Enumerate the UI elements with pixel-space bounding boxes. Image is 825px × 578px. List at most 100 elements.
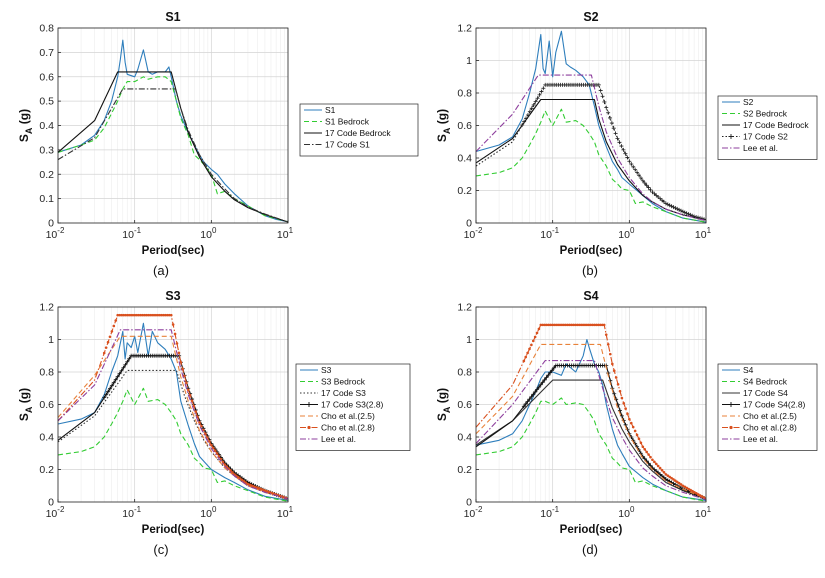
legend-label: 17 Code S2 [743, 132, 788, 142]
y-tick-label: 1.2 [39, 302, 54, 314]
data-point [618, 389, 622, 393]
x-tick-label: 100 [618, 505, 635, 520]
data-point [613, 131, 618, 136]
x-axis-label: Period(sec) [142, 524, 205, 536]
data-point [137, 313, 141, 317]
y-tick-label: 0.2 [39, 464, 54, 476]
data-point [679, 208, 684, 213]
legend-entry: Cho et al.(2.8) [722, 423, 797, 433]
data-point [602, 99, 607, 104]
data-point [667, 203, 672, 208]
data-point [611, 362, 614, 366]
data-point [629, 162, 634, 167]
y-tick-label: 0.4 [39, 120, 54, 132]
legend-box [299, 103, 419, 157]
data-point [607, 115, 612, 120]
legend-label: 17 Code S4(2.8) [743, 400, 806, 410]
data-point [568, 323, 571, 327]
data-point [604, 105, 609, 110]
data-point [596, 82, 601, 87]
y-tick-label: 0.2 [39, 169, 54, 181]
y-tick-label: 1.2 [457, 23, 472, 35]
legend-label: Cho et al.(2.5) [321, 411, 375, 421]
data-point [691, 489, 694, 493]
data-point [550, 368, 555, 373]
data-point [554, 323, 558, 327]
legend-label: 17 Code Bedrock [743, 120, 809, 130]
data-point [647, 453, 650, 456]
y-tick-label: 1 [48, 334, 54, 346]
data-point [526, 351, 529, 355]
data-point [693, 490, 696, 494]
data-point [651, 458, 654, 462]
data-point [221, 460, 225, 464]
data-point [531, 339, 535, 343]
legend-entry: 17 Code S1 [304, 140, 370, 150]
legend-label: Lee et al. [743, 434, 778, 444]
data-point [118, 313, 121, 317]
data-point [525, 112, 530, 117]
legend-label: S3 [321, 365, 332, 375]
chart-title: S3 [165, 289, 180, 303]
data-point [154, 313, 158, 317]
y-tick-label: 1 [466, 55, 472, 67]
data-point [112, 324, 116, 328]
y-axis-label: SA (g) [435, 109, 452, 142]
data-point [642, 181, 647, 186]
data-point [623, 151, 628, 156]
data-point [204, 432, 207, 436]
data-point [670, 476, 673, 480]
y-tick-label: 0 [466, 218, 472, 230]
data-point [148, 313, 152, 317]
data-point [570, 323, 573, 327]
data-point [215, 452, 219, 455]
data-point [528, 347, 531, 351]
series-5 [475, 323, 707, 500]
series-line [57, 322, 289, 501]
data-point [533, 335, 537, 339]
data-point [158, 313, 162, 317]
data-point [692, 214, 697, 219]
y-tick-label: 0.8 [39, 23, 54, 35]
data-point [173, 332, 177, 336]
data-point [527, 397, 532, 402]
y-tick-label: 0.7 [39, 47, 54, 59]
data-point [169, 313, 173, 317]
data-point [617, 408, 622, 413]
data-point [629, 421, 633, 425]
data-point [150, 313, 154, 317]
data-point [624, 407, 627, 410]
data-point [608, 352, 612, 356]
data-point [145, 313, 148, 317]
data-point [662, 470, 666, 474]
data-point [166, 313, 169, 317]
data-point [543, 323, 546, 327]
data-point [210, 443, 213, 447]
legend-entry: S2 Bedrock [722, 109, 788, 119]
x-tick-label: 101 [277, 226, 294, 241]
x-tick-label: 10-1 [540, 226, 559, 241]
legend-label: S1 [325, 105, 336, 115]
data-point [115, 374, 120, 379]
data-point [523, 401, 528, 406]
data-point [645, 450, 648, 454]
data-point [139, 313, 142, 317]
data-point [542, 377, 547, 382]
data-point [106, 389, 111, 394]
data-point [531, 102, 536, 107]
data-point [614, 376, 618, 379]
y-tick-label: 1 [466, 334, 472, 346]
data-point [626, 412, 629, 416]
data-point [539, 323, 543, 327]
data-point [198, 421, 201, 424]
data-point [177, 351, 181, 355]
data-point [700, 495, 704, 498]
data-point [160, 313, 163, 317]
data-point [566, 323, 569, 327]
data-point [562, 323, 566, 327]
series-3 [475, 82, 707, 222]
data-point [673, 206, 678, 211]
y-tick-label: 0.8 [457, 88, 472, 100]
chart-panel-s4: 0 0.2 0.4 0.6 0.8 1 1.2 10-2 10-1 100 101 S4 Period(… [435, 289, 818, 536]
data-point [529, 394, 534, 399]
